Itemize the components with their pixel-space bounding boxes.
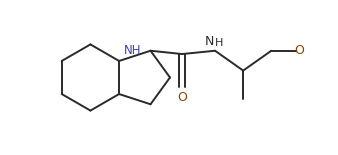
Text: O: O xyxy=(294,44,304,57)
Text: NH: NH xyxy=(124,44,141,57)
Text: H: H xyxy=(215,38,223,48)
Text: O: O xyxy=(177,91,187,104)
Text: N: N xyxy=(204,35,214,48)
